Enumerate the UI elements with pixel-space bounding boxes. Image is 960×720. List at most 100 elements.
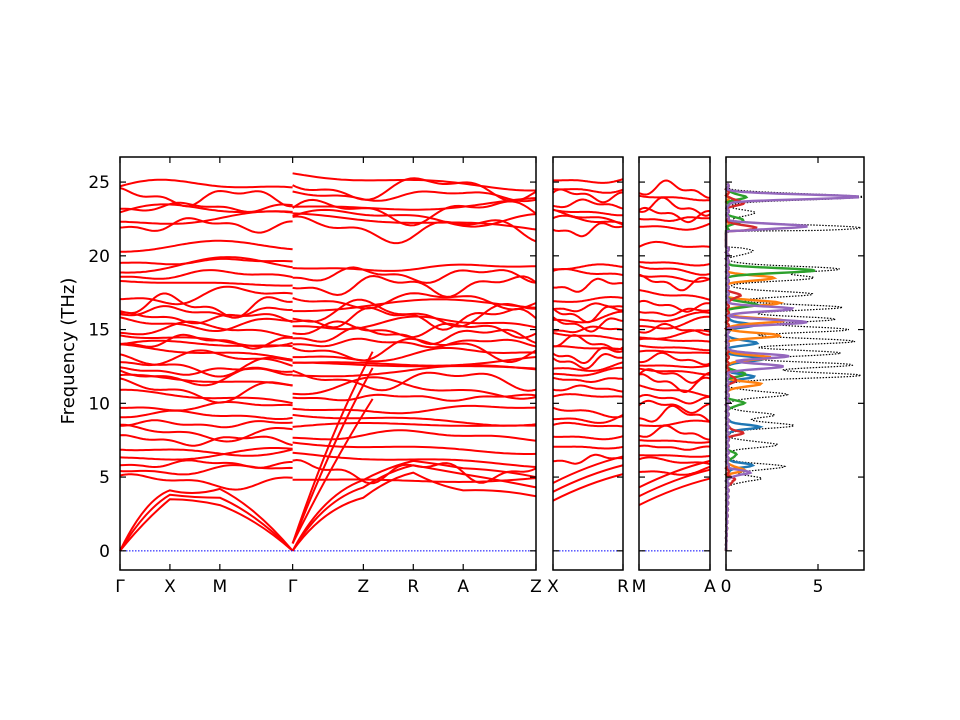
- band-line: [119, 423, 293, 443]
- band-panel-frame: [552, 156, 624, 571]
- band-line: [638, 399, 711, 414]
- band-line: [292, 326, 537, 346]
- x-tick-label: A: [457, 577, 469, 597]
- band-line: [638, 439, 711, 444]
- band-line: [119, 388, 293, 405]
- y-tick-label: 10: [88, 394, 110, 414]
- band-line: [638, 289, 711, 301]
- band-line: [552, 222, 624, 238]
- band-line: [119, 448, 293, 457]
- band-line: [552, 421, 624, 428]
- x-tick-label: Z: [358, 577, 370, 597]
- band-line: [292, 413, 537, 427]
- band-line: [553, 334, 624, 351]
- band-line: [119, 459, 293, 469]
- band-panel-frame: [119, 156, 537, 571]
- band-line: [119, 473, 293, 491]
- band-line: [119, 366, 293, 376]
- y-tick-label: 0: [99, 542, 110, 562]
- band-line: [638, 368, 711, 384]
- band-line: [552, 376, 623, 383]
- x-tick-label: A: [704, 577, 716, 597]
- band-line: [553, 366, 624, 377]
- band-line: [552, 453, 624, 465]
- band-line: [292, 263, 536, 272]
- band-line: [292, 477, 537, 484]
- band-line: [292, 393, 537, 402]
- band-line: [120, 285, 293, 306]
- band-line: [638, 367, 711, 376]
- band-line: [638, 299, 711, 313]
- band-line: [638, 444, 711, 451]
- band-line: [552, 352, 624, 370]
- band-line: [552, 263, 624, 271]
- band-line: [292, 197, 537, 211]
- band-line: [292, 356, 537, 367]
- band-line: [119, 316, 293, 332]
- band-line: [119, 257, 293, 266]
- band-line: [119, 269, 293, 280]
- band-line: [119, 292, 293, 319]
- x-tick-label: Γ: [288, 577, 298, 597]
- band-line: [552, 198, 624, 210]
- band-line: [553, 435, 624, 441]
- x-tick-label: M: [632, 577, 647, 597]
- y-tick-label: 25: [88, 173, 110, 193]
- band-line: [638, 307, 711, 317]
- dos-x-tick-label: 5: [813, 577, 824, 597]
- band-line: [552, 361, 624, 372]
- acoustic-branch: [291, 459, 537, 552]
- band-line: [292, 376, 537, 400]
- y-tick-label: 20: [88, 247, 110, 267]
- band-line: [552, 187, 624, 194]
- band-line: [552, 445, 624, 450]
- band-line: [638, 206, 711, 224]
- band-line: [638, 419, 711, 427]
- band-line: [552, 208, 624, 226]
- x-tick-label: R: [407, 577, 419, 597]
- band-line: [552, 277, 624, 293]
- band-line: [119, 203, 293, 214]
- band-line: [119, 320, 293, 339]
- band-line: [552, 188, 624, 204]
- band-lines-layer: [119, 172, 711, 552]
- band-line: [552, 214, 624, 225]
- acoustic-branch: [638, 459, 711, 489]
- band-line: [552, 316, 624, 333]
- band-line: [292, 208, 537, 228]
- acoustic-branch: [119, 493, 294, 552]
- band-line: [638, 260, 711, 267]
- y-axis-label: Frequency (THz): [58, 278, 79, 425]
- band-line: [119, 280, 293, 287]
- band-line: [638, 394, 710, 405]
- band-line: [638, 364, 711, 369]
- band-line: [119, 239, 293, 253]
- band-line: [119, 434, 293, 447]
- band-line: [292, 172, 536, 192]
- band-line: [638, 349, 711, 355]
- acoustic-branch: [552, 455, 624, 484]
- band-line: [552, 346, 624, 364]
- band-line: [639, 404, 711, 423]
- band-line: [638, 222, 711, 231]
- band-line: [552, 296, 624, 303]
- band-line: [292, 337, 537, 349]
- x-tick-label: M: [213, 577, 228, 597]
- band-line: [291, 367, 374, 544]
- band-line: [292, 177, 537, 203]
- y-tick-label: 5: [99, 468, 110, 488]
- band-line: [638, 196, 711, 217]
- band-line: [292, 369, 537, 392]
- band-line: [119, 217, 293, 234]
- band-line: [120, 419, 293, 429]
- band-line: [119, 334, 293, 348]
- band-line: [638, 465, 711, 476]
- x-tick-label: Z: [530, 577, 542, 597]
- y-tick-label: 15: [88, 321, 110, 341]
- band-line: [119, 349, 293, 367]
- band-line: [553, 178, 624, 184]
- band-panel-frame: [638, 156, 711, 571]
